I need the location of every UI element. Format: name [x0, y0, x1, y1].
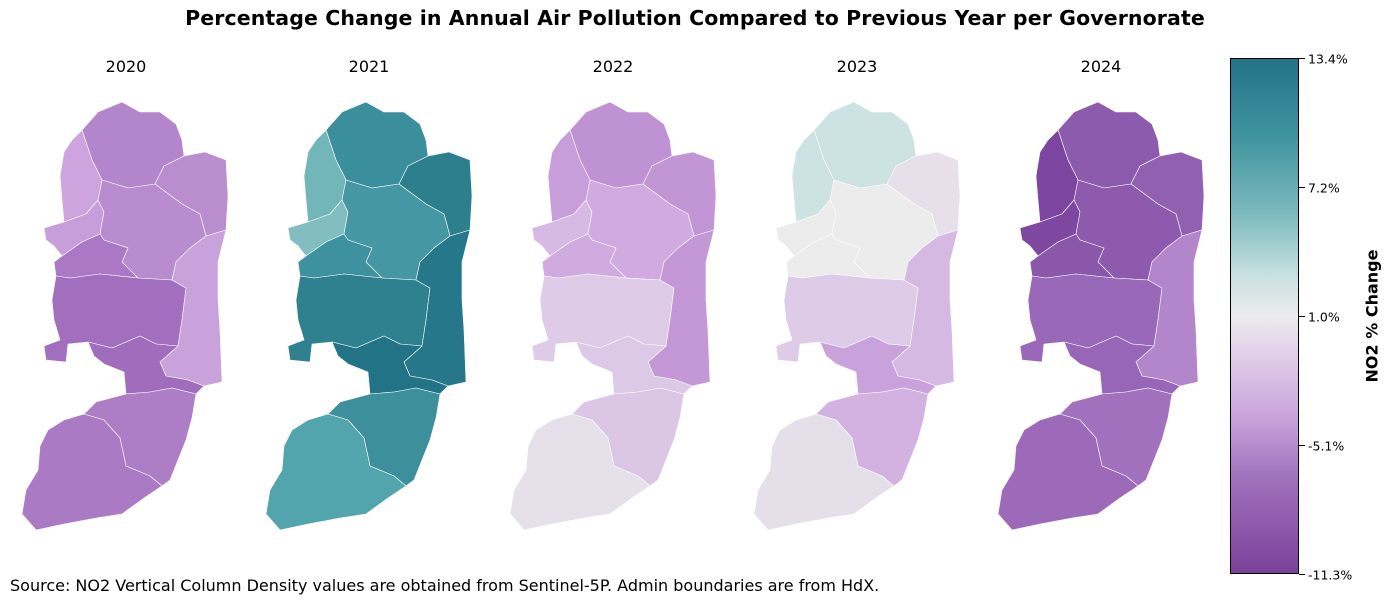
- colorbar-tick: [1299, 316, 1305, 317]
- governorate-salfit: [297, 233, 383, 279]
- governorate-jerusalem: [331, 335, 449, 395]
- map-panel-2022: [509, 101, 717, 531]
- colorbar-tick: [1299, 187, 1305, 188]
- governorate-salfit: [53, 233, 139, 279]
- colorbar-tick: [1299, 58, 1305, 59]
- governorate-jericho: [647, 229, 715, 387]
- colorbar-tick: [1299, 574, 1305, 575]
- governorate-salfit: [1029, 233, 1115, 279]
- colorbar-tick-label: -5.1%: [1308, 438, 1345, 454]
- panel-title-5: 2024: [1080, 57, 1122, 76]
- map-panel-2021: [265, 101, 473, 531]
- governorate-hebron: [753, 413, 895, 531]
- governorate-hebron: [509, 413, 651, 531]
- colorbar-gradient: [1231, 59, 1298, 573]
- governorate-jerusalem: [575, 335, 693, 395]
- governorate-hebron: [265, 413, 407, 531]
- governorate-salfit: [541, 233, 627, 279]
- map-panel-2023: [753, 101, 961, 531]
- governorate-salfit: [785, 233, 871, 279]
- colorbar-tick-label: 13.4%: [1308, 51, 1348, 67]
- governorate-jericho: [891, 229, 959, 387]
- map-panel-2020: [21, 101, 229, 531]
- chart-title: Percentage Change in Annual Air Pollutio…: [185, 6, 1205, 30]
- panel-title-1: 2020: [105, 57, 147, 76]
- governorate-hebron: [997, 413, 1139, 531]
- governorate-jericho: [159, 229, 227, 387]
- colorbar-tick: [1299, 445, 1305, 446]
- governorate-jerusalem: [1063, 335, 1181, 395]
- source-note: Source: NO2 Vertical Column Density valu…: [10, 576, 880, 595]
- panel-title-4: 2023: [836, 57, 878, 76]
- panel-title-2: 2021: [348, 57, 390, 76]
- colorbar-tick-label: 7.2%: [1308, 180, 1340, 196]
- governorate-jericho: [1135, 229, 1203, 387]
- governorate-jerusalem: [87, 335, 205, 395]
- governorate-jerusalem: [819, 335, 937, 395]
- colorbar-title: NO2 % Change: [1362, 249, 1382, 383]
- map-panel-2024: [997, 101, 1205, 531]
- governorate-jericho: [403, 229, 471, 387]
- colorbar: [1230, 58, 1299, 574]
- panel-title-3: 2022: [592, 57, 634, 76]
- colorbar-tick-label: -11.3%: [1308, 567, 1353, 583]
- governorate-hebron: [21, 413, 163, 531]
- colorbar-tick-label: 1.0%: [1308, 309, 1340, 325]
